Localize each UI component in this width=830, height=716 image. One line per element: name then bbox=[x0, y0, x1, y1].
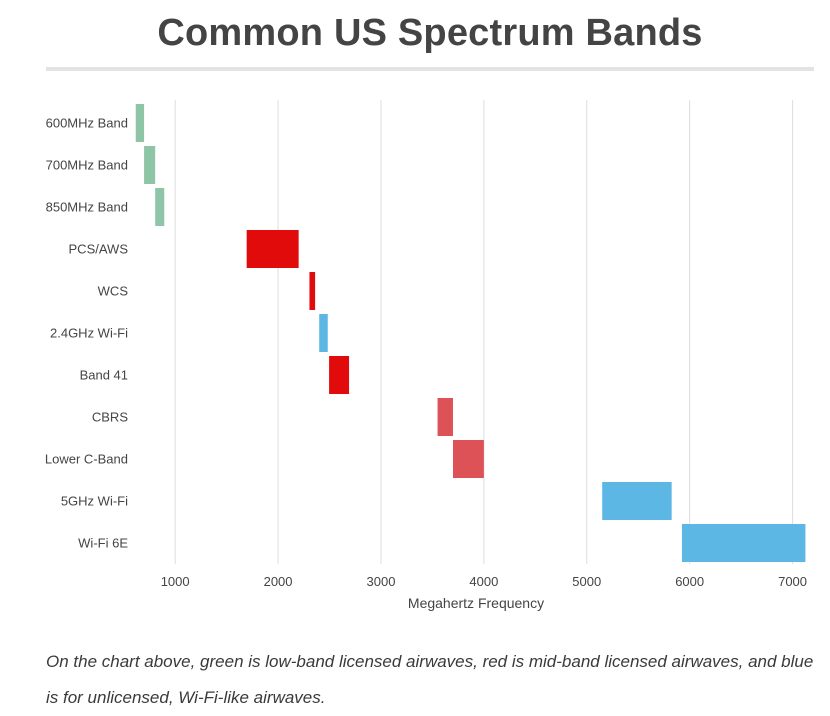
band-bar-lower-c-band bbox=[452, 440, 484, 478]
band-bar-cbrs bbox=[437, 398, 453, 436]
y-category-label: 700MHz Band bbox=[46, 158, 128, 173]
y-category-label: CBRS bbox=[92, 410, 128, 425]
y-category-label: 2.4GHz Wi-Fi bbox=[50, 326, 128, 341]
band-bar-850mhz-band bbox=[155, 188, 165, 226]
x-tick-label-5000: 5000 bbox=[572, 574, 601, 589]
band-bar-2-4ghz-wi-fi bbox=[319, 314, 328, 352]
spectrum-chart: 1000 2000 3000 4000 5000 6000 7000 600MHz Band 7… bbox=[45, 100, 807, 611]
y-category-label: 600MHz Band bbox=[46, 116, 128, 131]
y-category-label: PCS/AWS bbox=[69, 242, 129, 257]
x-tick-label-7000: 7000 bbox=[778, 574, 807, 589]
band-bar-pcs-aws bbox=[246, 230, 299, 268]
x-tick-label-1000: 1000 bbox=[161, 574, 190, 589]
x-tick-label-4000: 4000 bbox=[469, 574, 498, 589]
band-bar-600mhz-band bbox=[135, 104, 145, 142]
chart-caption: On the chart above, green is low-band li… bbox=[46, 652, 814, 707]
y-category-label: 5GHz Wi-Fi bbox=[61, 494, 128, 509]
band-bar-5ghz-wi-fi bbox=[602, 482, 672, 520]
x-tick-label-3000: 3000 bbox=[367, 574, 396, 589]
y-category-label: 850MHz Band bbox=[46, 200, 128, 215]
band-bar-wcs bbox=[309, 272, 316, 310]
x-axis-label: Megahertz Frequency bbox=[408, 595, 544, 611]
y-category-label: Lower C-Band bbox=[45, 452, 128, 467]
y-category-label: WCS bbox=[98, 284, 129, 299]
x-tick-label-6000: 6000 bbox=[675, 574, 704, 589]
y-category-label: Band 41 bbox=[80, 368, 128, 383]
y-category-label: Wi-Fi 6E bbox=[78, 536, 128, 551]
x-tick-label-2000: 2000 bbox=[264, 574, 293, 589]
chart-title: Common US Spectrum Bands bbox=[157, 12, 703, 54]
band-bar-wi-fi-6e bbox=[681, 524, 806, 562]
band-bar-band-41 bbox=[329, 356, 350, 394]
band-bar-700mhz-band bbox=[144, 146, 156, 184]
title-divider bbox=[46, 67, 814, 71]
